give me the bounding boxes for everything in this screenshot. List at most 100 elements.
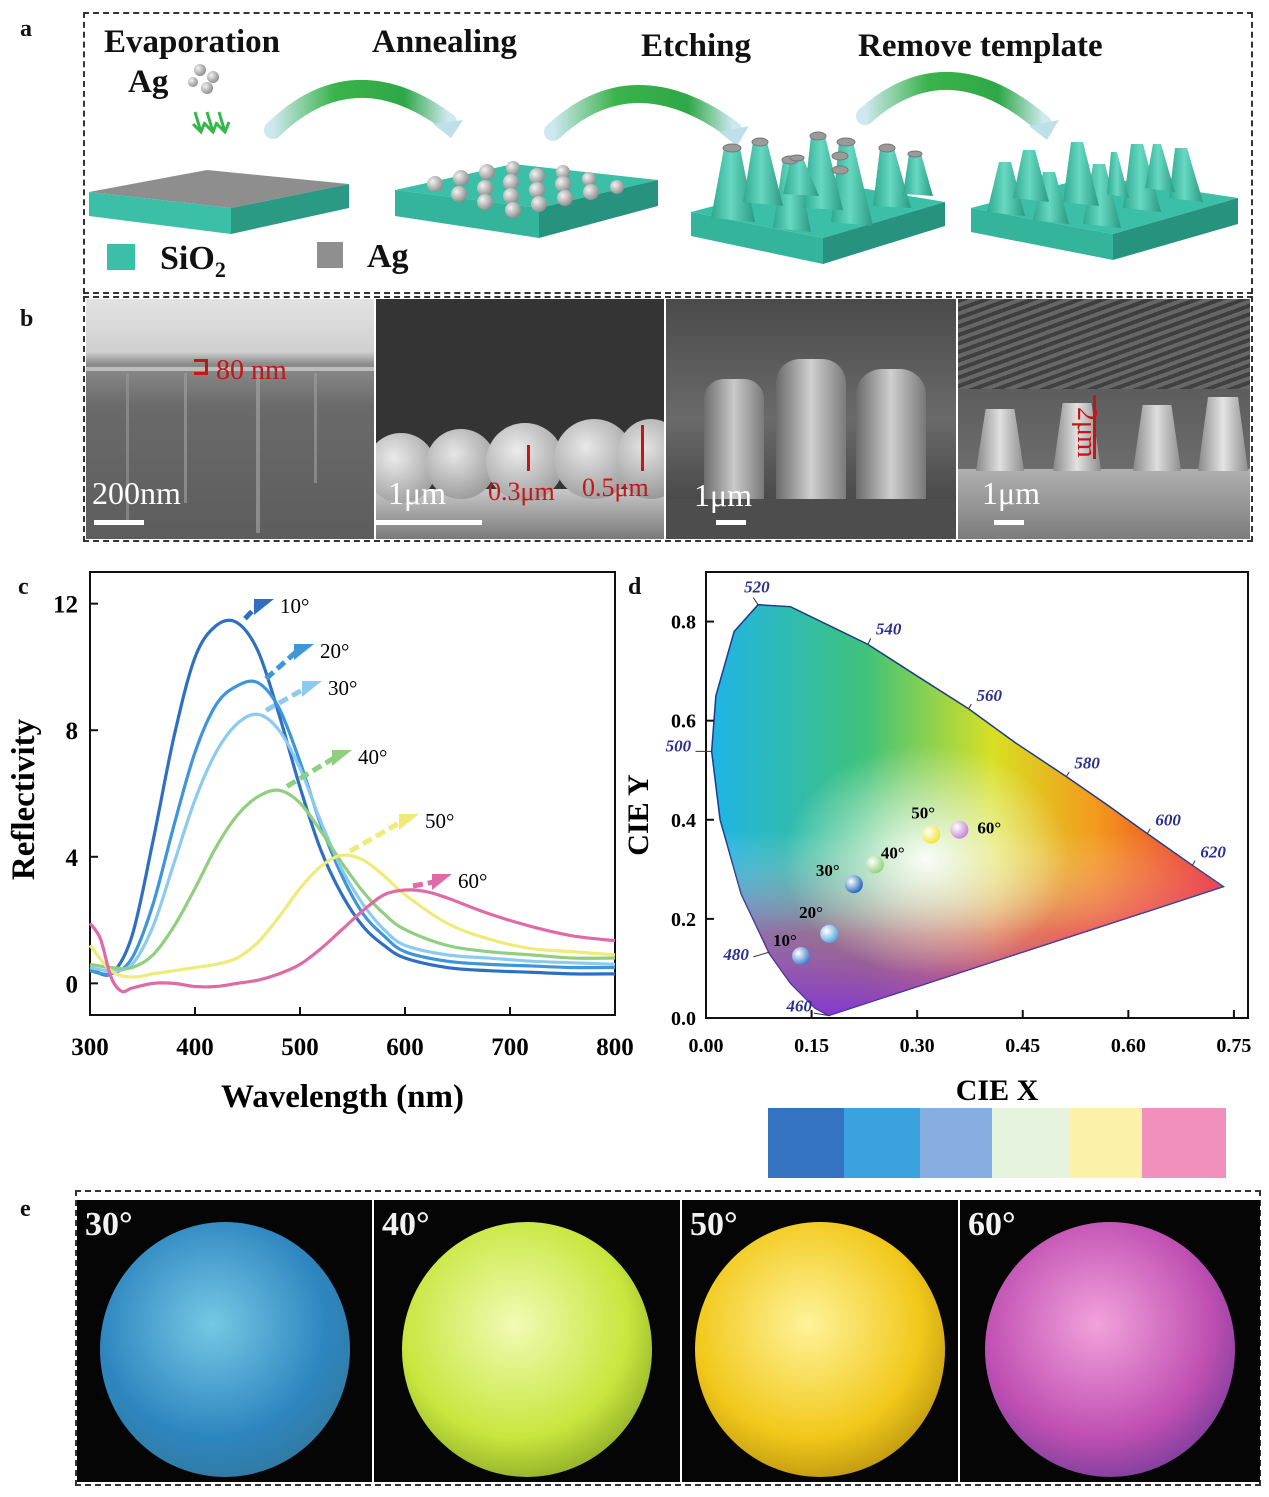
scale-bar (376, 520, 482, 525)
cie-point-label-30deg: 30° (816, 861, 840, 880)
cie-point-label-50deg: 50° (911, 804, 935, 823)
ag-particles-icon (188, 64, 219, 94)
process-arrow-icon (264, 71, 1052, 141)
peak-shift-arrow (264, 686, 306, 713)
cie-white-point (711, 604, 1224, 1016)
microsphere (402, 1222, 652, 1477)
peak-shift-arrow (412, 879, 435, 889)
cie-point-label-40deg: 40° (881, 843, 905, 862)
x-tick-label: 0.15 (794, 1035, 829, 1057)
series-label-10deg: 10° (280, 594, 309, 618)
color-swatch-1 (768, 1108, 844, 1178)
photo-50deg: 50° (682, 1200, 958, 1482)
y-tick-label: 0.6 (671, 711, 696, 733)
wavelength-label-620: 620 (1200, 842, 1226, 861)
particle-height-large-annotation: 0.5μm (582, 473, 649, 502)
scale-bar (994, 520, 1024, 525)
x-tick-label: 500 (281, 1034, 319, 1061)
wavelength-label-560: 560 (977, 686, 1003, 705)
ag-legend-label: Ag (367, 238, 409, 275)
sem-image-cross-section: 2μm 1μm (958, 299, 1250, 539)
x-tick-label: 600 (386, 1034, 424, 1061)
scale-bar-label: 1μm (982, 475, 1041, 511)
x-tick-label: 0.60 (1111, 1035, 1146, 1057)
reflectivity-line-30deg (89, 712, 616, 973)
reflectivity-line-40deg (89, 788, 616, 971)
reflectivity-line-60deg (88, 888, 616, 994)
microsphere (695, 1222, 945, 1477)
sio2-legend-swatch (107, 244, 135, 270)
color-swatch-5 (1070, 1108, 1142, 1178)
deposition-arrows-icon (191, 111, 231, 135)
peak-shift-arrow (348, 819, 403, 854)
microsphere (99, 1222, 350, 1477)
wavelength-label-600: 600 (1155, 811, 1181, 830)
cie-point-30deg (844, 875, 863, 894)
wavelength-label-480: 480 (722, 945, 749, 964)
cie-point-label-60deg: 60° (977, 819, 1001, 838)
reflectivity-line-10deg (89, 618, 616, 977)
arrow-head-icon (332, 750, 352, 766)
wavelength-label-540: 540 (876, 619, 902, 638)
y-tick-label: 8 (66, 718, 79, 745)
arrow-head-icon (432, 874, 452, 890)
peak-shift-arrow (264, 650, 298, 681)
ag-source-label: Ag (128, 64, 169, 100)
sem-image-film: 80 nm 200nm (86, 299, 374, 539)
color-swatch-3 (920, 1108, 992, 1178)
wavelength-label-460: 460 (785, 997, 812, 1016)
wavelength-tick (752, 597, 759, 605)
wavelength-label-520: 520 (744, 578, 770, 597)
etched-cone-array (691, 131, 945, 264)
microsphere (985, 1222, 1235, 1477)
plot-frame (89, 571, 616, 1016)
x-tick-label: 0.45 (1005, 1035, 1040, 1057)
y-tick-label: 4 (66, 845, 79, 872)
panel-letter-a: a (20, 16, 32, 42)
wavelength-label-580: 580 (1074, 754, 1100, 773)
color-swatch-6 (1142, 1108, 1226, 1178)
step-remove-template-label: Remove template (858, 28, 1103, 64)
panel-letter-c: c (18, 574, 29, 600)
y-tick-label: 12 (53, 592, 78, 619)
reflectivity-line-20deg (89, 679, 616, 976)
arrow-head-icon (302, 681, 322, 697)
sem-image-cones: 1μm (666, 299, 956, 539)
y-tick-label: 0.8 (671, 612, 696, 634)
cie-chromaticity-chart: 0.00 0.15 0.30 0.45 0.60 0.75 0.0 0.2 0.4 0.6 0.8 C… (628, 571, 1251, 1178)
series-label-20deg: 20° (320, 639, 349, 663)
y-axis-label: Reflectivity (6, 718, 42, 880)
fabrication-schematic (89, 64, 1238, 270)
photo-60deg: 60° (960, 1200, 1260, 1482)
cone-height-annotation: 2μm (1071, 407, 1102, 458)
photo-angle-label: 30° (85, 1206, 133, 1243)
step-evaporation-label: Evaporation (104, 24, 281, 60)
wavelength-tick (1065, 771, 1070, 777)
x-tick-label: 300 (71, 1034, 109, 1061)
cie-point-10deg (792, 947, 811, 966)
color-swatch-4 (992, 1108, 1070, 1178)
cie-point-label-20deg: 20° (799, 903, 823, 922)
cie-point-20deg (820, 924, 839, 943)
wavelength-label-500: 500 (666, 736, 692, 755)
scale-bar-label: 1μm (388, 475, 447, 511)
photo-30deg: 30° (77, 1200, 372, 1482)
annealed-substrate (395, 161, 658, 238)
y-tick-label: 0.0 (671, 1008, 696, 1030)
cie-point-40deg (865, 855, 884, 874)
panel-letter-b: b (20, 306, 34, 332)
x-tick-label: 0.00 (689, 1035, 724, 1057)
wavelength-tick (813, 1012, 829, 1017)
wavelength-tick (968, 703, 972, 710)
wavelength-tick (867, 638, 872, 645)
scale-bar (94, 520, 144, 525)
photo-40deg: 40° (374, 1200, 680, 1482)
y-tick-label: 0 (66, 971, 79, 998)
cie-point-60deg (950, 820, 969, 839)
panel-letter-e: e (20, 1196, 31, 1222)
final-cone-array (971, 142, 1238, 260)
y-tick-label: 0.4 (671, 810, 696, 832)
scale-bar-label: 200nm (92, 475, 181, 511)
x-tick-label: 400 (176, 1034, 214, 1061)
peak-shift-arrow (285, 755, 336, 789)
